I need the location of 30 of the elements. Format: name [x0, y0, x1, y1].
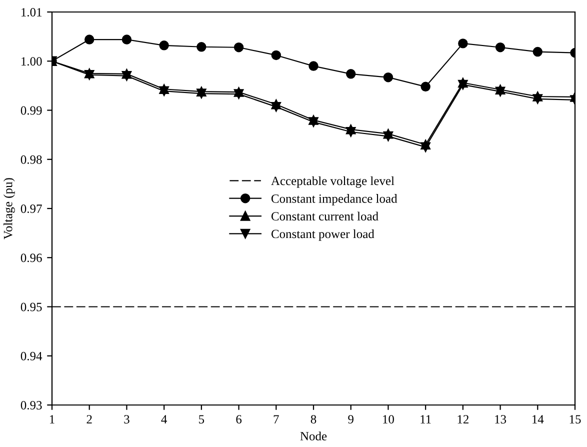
x-tick-label: 2 — [86, 415, 92, 424]
x-tick-label: 11 — [420, 415, 431, 424]
y-tick-label: 0.95 — [20, 302, 42, 312]
y-tick-label: 0.93 — [20, 401, 42, 410]
legend-label: Acceptable voltage level — [271, 176, 394, 188]
y-tick-label: 0.94 — [20, 352, 42, 360]
legend-label: Constant power load — [271, 229, 374, 241]
x-tick-label: 6 — [236, 415, 242, 424]
y-tick-label: 0.97 — [20, 204, 42, 214]
x-tick-label: 1 — [50, 415, 54, 424]
y-tick-label: 0.99 — [20, 106, 42, 115]
x-tick-label: 12 — [458, 415, 468, 424]
y-tick-label: 0.96 — [20, 254, 42, 262]
x-tick-label: 10 — [383, 415, 394, 424]
x-tick-label: 4 — [161, 415, 167, 424]
y-tick-label: 0.98 — [20, 155, 42, 164]
x-tick-label: 15 — [570, 415, 581, 424]
legend-label: Constant current load — [271, 212, 378, 221]
x-tick-label: 3 — [124, 415, 130, 424]
x-tick-label: 9 — [348, 415, 354, 424]
y-tick-label: 1.01 — [22, 8, 42, 17]
x-tick-label: 13 — [495, 415, 506, 424]
x-tick-label: 8 — [310, 415, 316, 424]
y-tick-label: 1.00 — [22, 57, 42, 66]
legend-label: Constant impedance load — [271, 194, 398, 206]
x-tick-label: 7 — [274, 415, 279, 424]
x-tick-label: 5 — [199, 415, 204, 424]
x-axis-title: Node — [300, 432, 327, 440]
y-axis-title: Voltage (pu) — [3, 178, 15, 240]
x-tick-label: 14 — [532, 415, 544, 424]
